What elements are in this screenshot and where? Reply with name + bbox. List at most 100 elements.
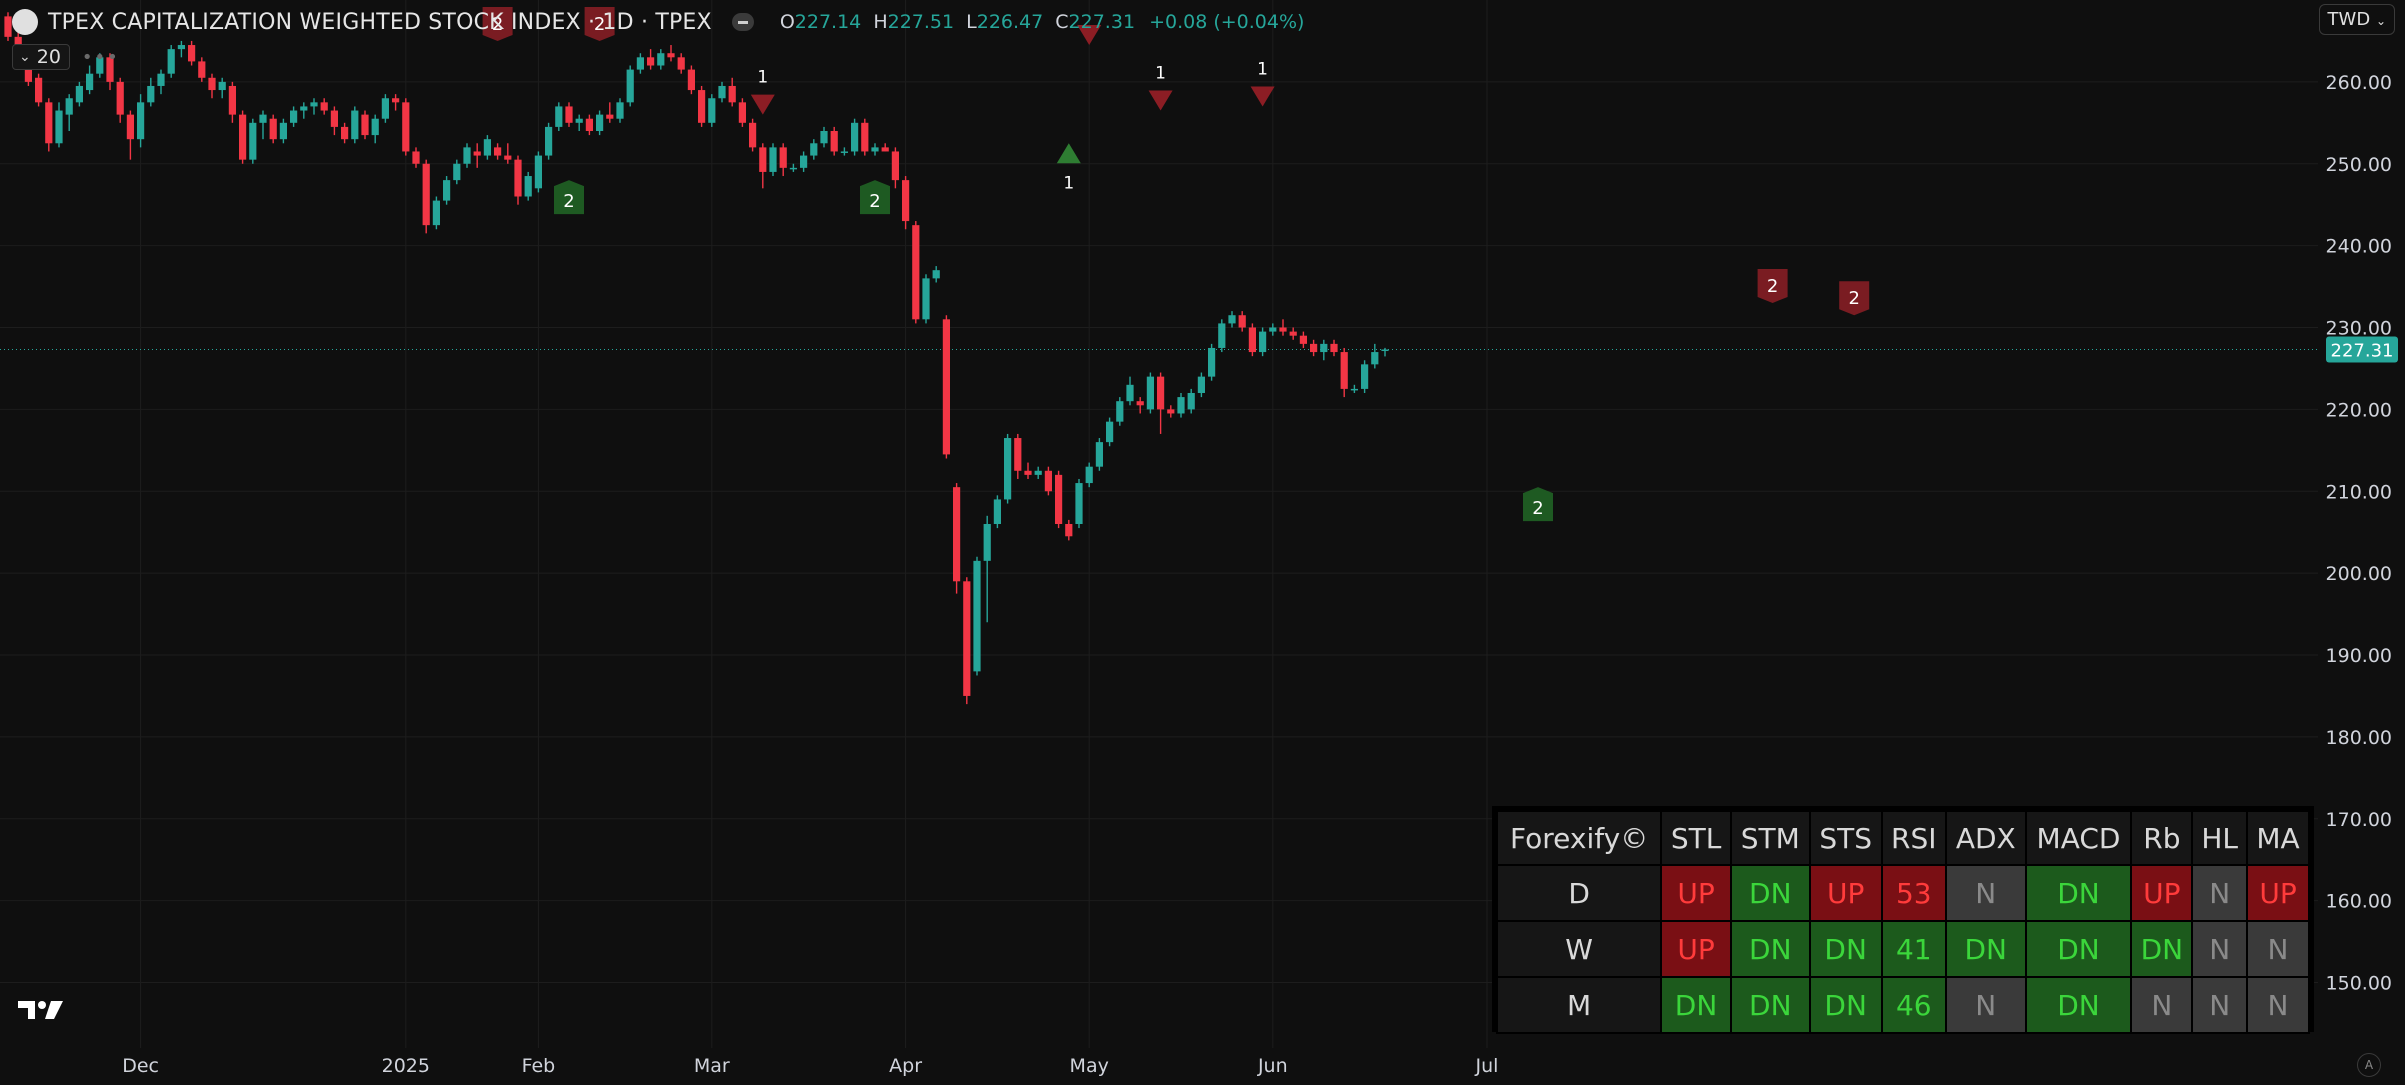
signal-triangle-label: 1: [1063, 173, 1074, 193]
candle-body: [1350, 388, 1358, 391]
symbol-title[interactable]: TPEX CAPITALIZATION WEIGHTED STOCK INDEX…: [48, 9, 712, 35]
signal-flag-label: 2: [492, 14, 503, 35]
currency-selector[interactable]: TWD ⌄: [2318, 4, 2395, 35]
column-header: STL: [1660, 810, 1732, 866]
signal-marker: 1: [1148, 64, 1173, 111]
candle-body: [351, 110, 359, 140]
low-value: 226.47: [976, 11, 1044, 33]
candle-body: [677, 57, 685, 70]
candle-body: [881, 147, 889, 152]
candle-body: [177, 45, 185, 50]
candle: [1065, 519, 1073, 541]
forexify-dashboard: Forexify© STL STM STS RSI ADX MACD Rb HL MA D UP DN…: [1492, 806, 2314, 1034]
price-tick-label: 210.00: [2326, 481, 2392, 503]
open-label: O: [779, 11, 795, 33]
candle-body: [218, 81, 226, 91]
candle-body: [585, 118, 593, 131]
candle-body: [687, 69, 695, 91]
candle: [932, 266, 940, 283]
signal-cell: 46: [1880, 976, 1947, 1034]
candle: [953, 483, 961, 594]
signal-cell: N: [2191, 920, 2249, 978]
candle: [1228, 311, 1236, 328]
candle-body: [157, 73, 165, 86]
candle-body: [1197, 376, 1205, 393]
time-tick-label: Dec: [122, 1055, 159, 1077]
candle-body: [524, 176, 532, 197]
symbol-logo-icon[interactable]: [12, 9, 38, 35]
candle: [1208, 343, 1216, 381]
signal-cell: DN: [1808, 920, 1883, 978]
candle-body: [1065, 524, 1073, 537]
candle-body: [1279, 327, 1287, 332]
signal-marker: 2: [1523, 487, 1553, 522]
candle-body: [942, 319, 950, 455]
candle-body: [55, 110, 63, 144]
tradingview-logo-icon[interactable]: [18, 998, 66, 1022]
candle: [330, 106, 338, 136]
indicator-legend[interactable]: ⌄ 20: [12, 44, 70, 70]
candle-body: [279, 122, 287, 140]
candle-body: [1095, 442, 1103, 467]
candle-body: [1136, 401, 1144, 406]
collapse-icon[interactable]: [731, 13, 754, 31]
signal-marker: 2: [482, 6, 513, 41]
candle-body: [147, 85, 155, 103]
candle: [1350, 384, 1358, 393]
candle: [779, 143, 787, 177]
signal-cell: DN: [2130, 920, 2194, 978]
signal-cell: N: [2246, 920, 2310, 978]
signal-cell: UP: [2246, 864, 2310, 922]
candle-body: [432, 200, 440, 226]
candle: [392, 94, 400, 111]
candle: [993, 495, 1001, 529]
candle-body: [1289, 331, 1297, 336]
more-icon[interactable]: •••: [81, 46, 120, 68]
candle-body: [789, 167, 797, 170]
candle: [381, 94, 389, 123]
candle: [1279, 319, 1287, 336]
candle: [341, 122, 349, 144]
candle-body: [1116, 401, 1124, 422]
candle: [861, 118, 869, 156]
signal-cell: N: [2191, 976, 2249, 1034]
column-header: MACD: [2024, 810, 2133, 866]
signal-triangle-label: 1: [1155, 64, 1166, 84]
candle-body: [1259, 331, 1267, 353]
signal-cell: DN: [2024, 920, 2133, 978]
candle-body: [443, 180, 451, 201]
candle: [1289, 327, 1297, 340]
candle: [453, 159, 461, 185]
price-tick-label: 200.00: [2326, 563, 2392, 585]
candle-body: [1269, 327, 1277, 332]
candle: [800, 151, 808, 172]
signal-triangle: [1077, 25, 1102, 46]
candle-body: [718, 85, 726, 99]
price-tick-label: 250.00: [2326, 154, 2392, 176]
candle-body: [65, 98, 73, 115]
candle-body: [310, 102, 318, 107]
auto-scale-button[interactable]: A: [2357, 1053, 2381, 1077]
candle-body: [208, 77, 216, 91]
time-tick-label: Jun: [1257, 1055, 1288, 1077]
chevron-down-icon[interactable]: ⌄: [19, 49, 31, 65]
candle-body: [1167, 409, 1175, 414]
signal-cell: DN: [1660, 976, 1732, 1034]
signal-flag: [1523, 487, 1553, 522]
candle: [769, 143, 777, 177]
signal-cell: 53: [1880, 864, 1947, 922]
candle: [718, 81, 726, 103]
candle-body: [1228, 315, 1236, 324]
candle-body: [698, 90, 706, 123]
candle: [820, 126, 828, 148]
candle-body: [86, 73, 94, 91]
high-value: 227.51: [887, 11, 955, 33]
candle: [585, 114, 593, 136]
candle-body: [769, 147, 777, 172]
candle: [534, 151, 542, 193]
signal-cell: UP: [1808, 864, 1883, 922]
candle-body: [24, 65, 32, 82]
candle: [300, 102, 308, 119]
table-row: D UP DN UP 53 N DN UP N UP: [1495, 864, 2310, 922]
